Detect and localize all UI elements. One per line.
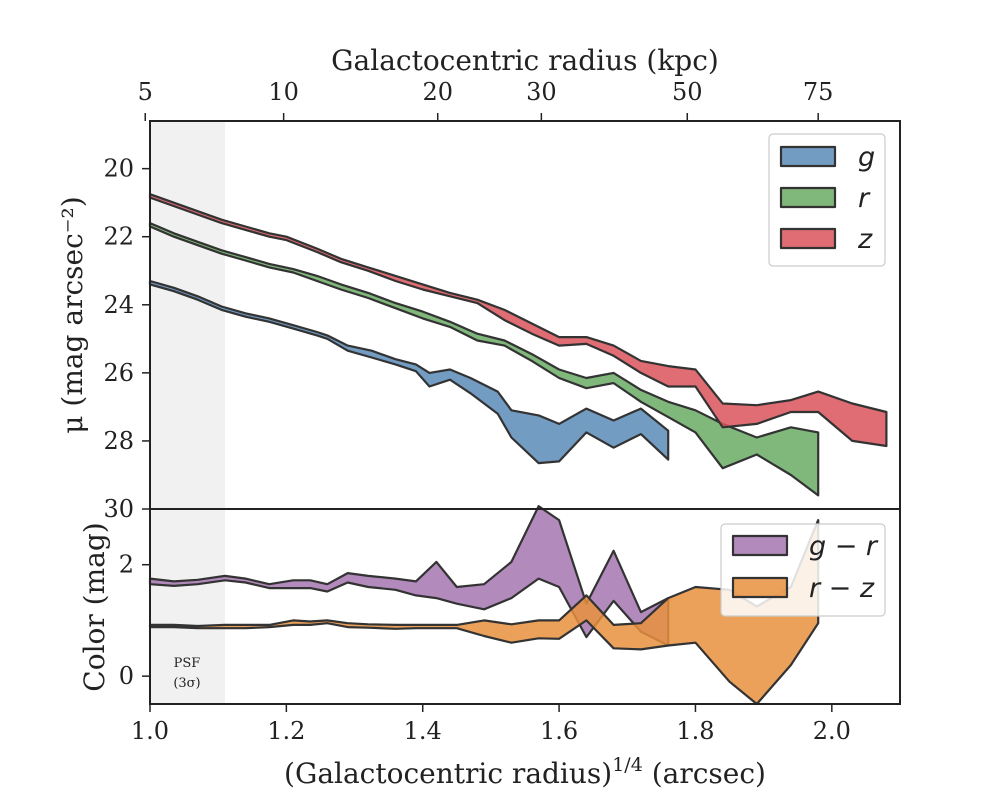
bottom-y-tick-label: 2	[119, 551, 134, 579]
legend-swatch-r	[779, 186, 837, 209]
top-x-tick-label: 10	[268, 78, 299, 106]
top-y-tick-label: 22	[103, 223, 134, 251]
legend-swatch-z	[779, 227, 837, 250]
legend-swatch-g-r	[731, 534, 789, 557]
legend-swatch-g	[779, 145, 837, 168]
legend-label-r: r	[858, 183, 871, 214]
top-x-tick-label: 20	[422, 78, 453, 106]
top-x-tick-label: 50	[672, 78, 703, 106]
top-y-tick-label: 24	[103, 291, 134, 319]
axis-ticks: 1.0 1.2 1.4 1.6 1.8 2.05 10 20 30 50 7520222426283…	[103, 78, 850, 745]
legend-label-z: z	[857, 224, 873, 255]
psf-annotation-line-1: PSF	[174, 656, 201, 671]
bottom-y-axis-title: Color (mag)	[78, 522, 111, 691]
top-y-axis-title: μ (mag arcsec⁻²)	[56, 196, 89, 433]
bottom-y-tick-label: 0	[119, 662, 134, 690]
legend-label-g: g	[858, 142, 875, 173]
bottom-panel-bands	[148, 505, 820, 706]
top-legend: g r z	[768, 133, 886, 267]
x-tick-label: 1.0	[131, 717, 169, 745]
bottom-panel-frame	[149, 508, 901, 705]
x-tick-label: 2.0	[813, 717, 851, 745]
legend-label-r-z: r − z	[809, 573, 875, 604]
top-axis-title: Galactocentric radius (kpc)	[331, 44, 719, 77]
x-tick-label: 1.2	[267, 717, 305, 745]
psf-region-top	[150, 121, 225, 509]
band-series-1	[148, 222, 820, 497]
band-series-1	[148, 518, 820, 706]
x-tick-label: 1.4	[404, 717, 442, 745]
top-panel-bands	[148, 193, 888, 497]
bottom-x-axis-title: (Galactocentric radius)1/4 (arcsec)	[284, 754, 766, 790]
top-x-tick-label: 5	[138, 78, 153, 106]
top-y-tick-label: 20	[103, 155, 134, 183]
x-tick-label: 1.8	[676, 717, 714, 745]
top-y-tick-label: 28	[103, 427, 134, 455]
bottom-legend: g − r r − z	[720, 523, 886, 617]
legend-swatch-r-z	[731, 576, 789, 599]
psf-annotation-line-2: (3σ)	[173, 676, 200, 691]
x-tick-label: 1.6	[540, 717, 578, 745]
top-x-tick-label: 75	[803, 78, 834, 106]
top-x-tick-label: 30	[526, 78, 557, 106]
band-series-0	[148, 279, 670, 465]
psf-region-bottom	[150, 509, 225, 704]
top-y-tick-label: 30	[103, 495, 134, 523]
top-y-tick-label: 26	[103, 359, 134, 387]
band-series-2	[148, 193, 888, 448]
legend-label-g-r: g − r	[809, 531, 879, 562]
